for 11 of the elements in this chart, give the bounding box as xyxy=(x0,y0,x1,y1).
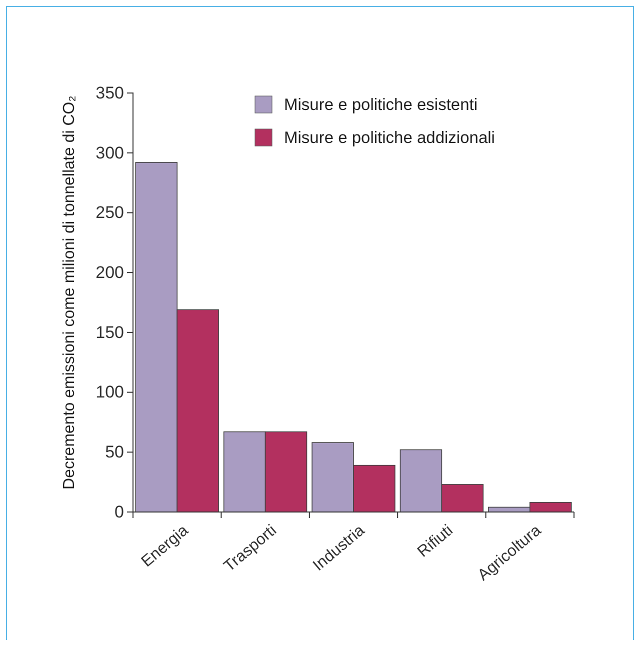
y-tick-label: 250 xyxy=(96,203,124,222)
legend-label: Misure e politiche esistenti xyxy=(284,96,478,114)
y-tick-label: 50 xyxy=(105,442,124,462)
y-tick-label: 300 xyxy=(96,143,124,162)
y-tick-label: 150 xyxy=(96,322,124,342)
legend-label: Misure e politiche addizionali xyxy=(284,129,495,147)
y-tick-label: 200 xyxy=(96,263,124,282)
y-tick-label: 0 xyxy=(114,502,124,522)
y-axis-title: Decremento emissioni come milioni di tonnellate di CO₂ xyxy=(61,96,78,490)
y-tick-label: 100 xyxy=(96,382,124,402)
y-tick-label: 350 xyxy=(96,83,124,102)
